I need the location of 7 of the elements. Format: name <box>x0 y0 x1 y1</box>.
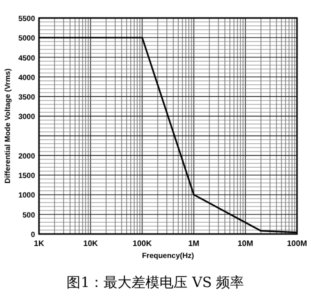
x-tick-label: 100K <box>132 239 152 248</box>
x-tick-label: 10K <box>83 239 98 248</box>
x-tick-label: 10M <box>238 239 254 248</box>
x-tick-label: 1M <box>188 239 200 248</box>
caption: 图1：最大差模电压 VS 频率 <box>66 275 244 291</box>
x-tick-label: 100M <box>286 239 308 248</box>
x-tick-label: 1K <box>34 239 44 248</box>
